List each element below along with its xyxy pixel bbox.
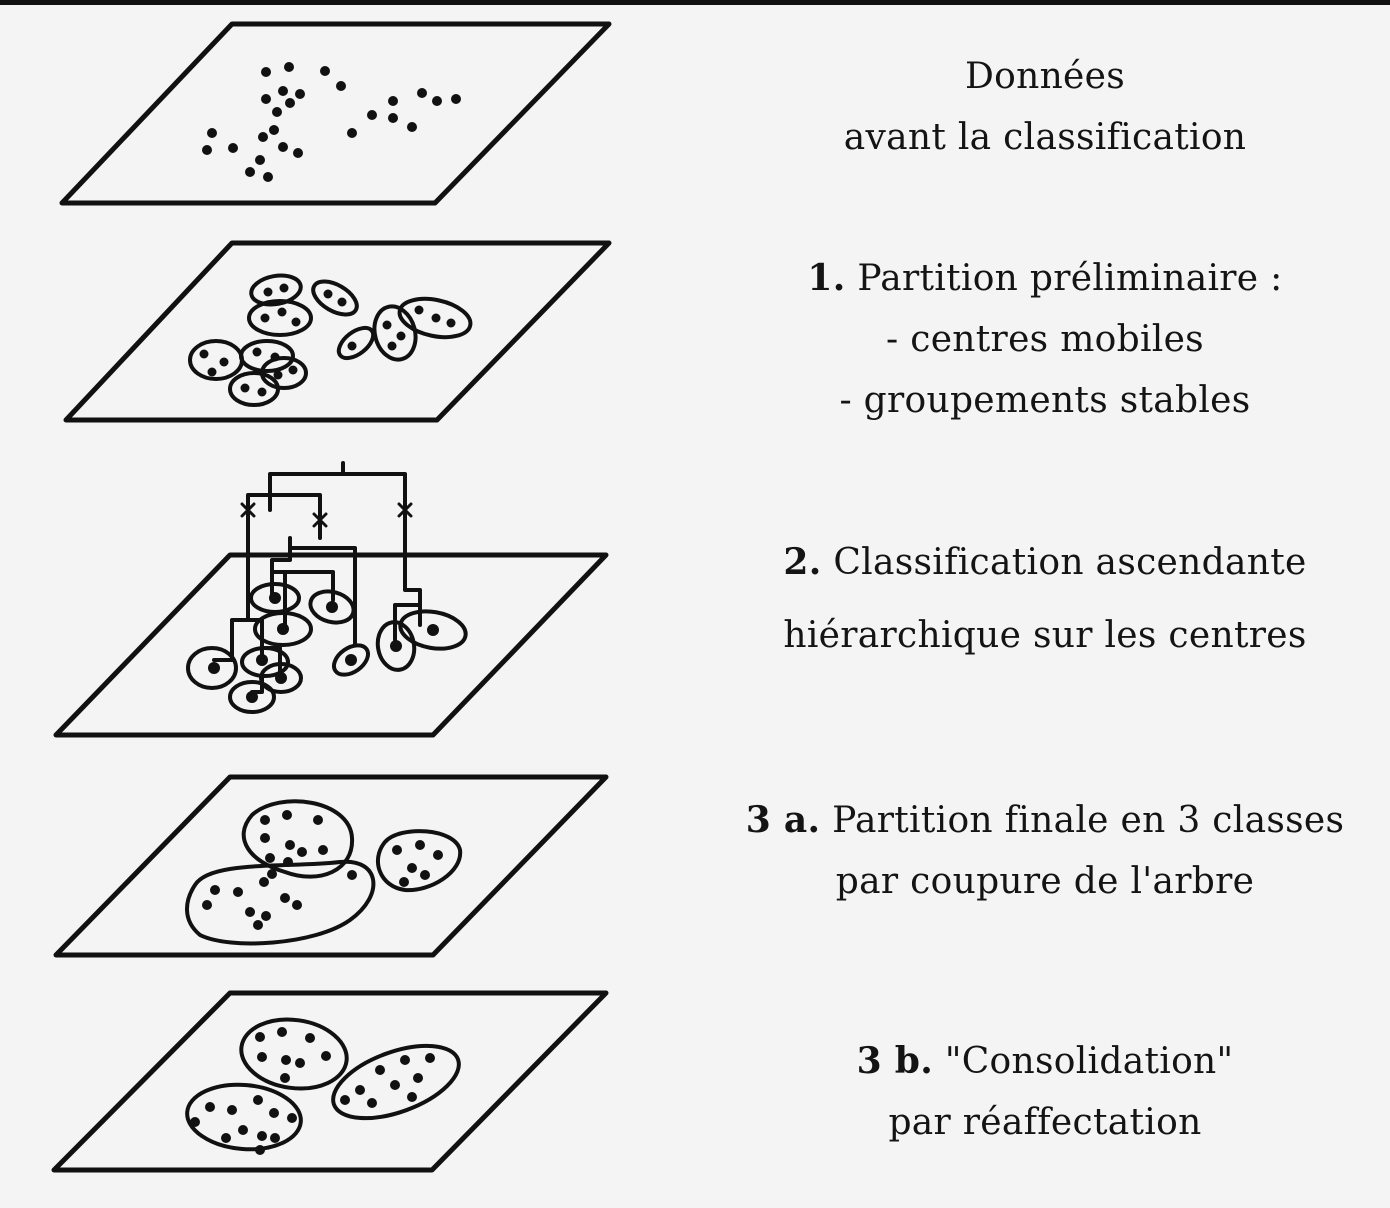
caption-preliminary-partition: 1. Partition préliminaire : - centres mo…	[700, 248, 1390, 431]
caption-hierarchical-clustering: 2. Classification ascendante hiérarchiqu…	[700, 526, 1390, 672]
consolidated-classes	[185, 1017, 461, 1152]
dendrogram-tree	[212, 461, 422, 694]
plane-preliminary-partition	[63, 240, 612, 423]
plane-hierarchical-clustering	[53, 461, 609, 738]
tree-cut-marks	[240, 502, 413, 528]
caption-final-partition: 3 a. Partition finale en 3 classes par c…	[700, 790, 1390, 912]
plane-final-partition	[53, 774, 609, 958]
centre-clusters	[186, 582, 468, 714]
caption-line: Données	[964, 56, 1126, 97]
plane-raw-data	[59, 21, 612, 206]
three-classes	[185, 799, 463, 946]
plane-consolidation	[51, 990, 609, 1173]
caption-line: 3 a. Partition finale en 3 classes	[745, 799, 1345, 841]
caption-line: par coupure de l'arbre	[835, 861, 1255, 902]
top-rule	[0, 0, 1390, 5]
class-points	[202, 810, 443, 930]
cluster-points	[199, 283, 456, 397]
caption-line: 3 b. "Consolidation"	[856, 1040, 1234, 1082]
caption-line: - centres mobiles	[886, 319, 1204, 360]
caption-line: 2. Classification ascendante	[783, 541, 1307, 583]
caption-consolidation: 3 b. "Consolidation" par réaffectation	[700, 1031, 1390, 1153]
caption-line: avant la classification	[843, 117, 1247, 158]
raw-data-points	[202, 62, 461, 182]
cluster-centres	[208, 592, 439, 703]
small-clusters	[188, 273, 473, 407]
caption-line: - groupements stables	[839, 380, 1251, 421]
consolidated-points	[190, 1027, 435, 1155]
caption-line: 1. Partition préliminaire :	[807, 257, 1283, 299]
caption-raw-data: Données avant la classification	[700, 46, 1390, 168]
caption-line: par réaffectation	[888, 1102, 1202, 1143]
caption-line: hiérarchique sur les centres	[783, 615, 1307, 656]
